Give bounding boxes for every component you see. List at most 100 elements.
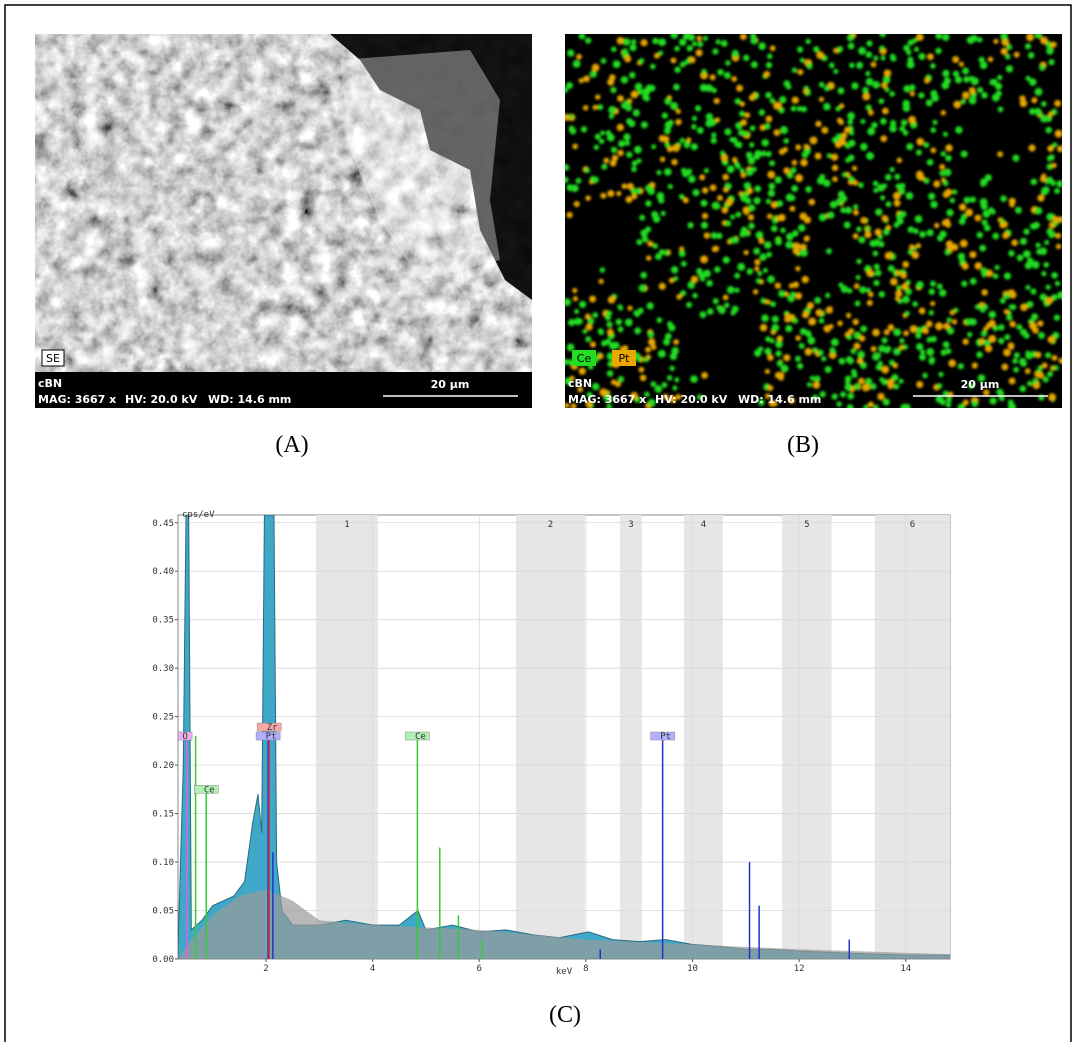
map-dot (805, 38, 811, 45)
map-dot (774, 176, 782, 184)
map-dot (623, 133, 631, 141)
map-dot (796, 362, 804, 370)
region (874, 515, 950, 959)
map-dot (663, 127, 671, 135)
map-dot (626, 151, 633, 158)
panel-label: (A) (275, 432, 308, 458)
map-dot (882, 75, 891, 84)
map-dot (639, 214, 646, 221)
map-dot (1025, 284, 1031, 291)
map-dot (745, 168, 754, 176)
map-dot (925, 99, 933, 107)
map-dot (694, 105, 702, 112)
map-dot (890, 119, 897, 127)
map-dot (673, 83, 680, 91)
map-dot (580, 126, 588, 133)
map-dot (634, 82, 643, 91)
map-dot (904, 288, 912, 296)
map-dot (987, 56, 994, 63)
map-dot (652, 37, 659, 45)
map-dot (1028, 108, 1036, 115)
map-dot (789, 205, 796, 212)
map-dot (1034, 107, 1042, 115)
map-dot (981, 289, 988, 296)
map-dot (700, 221, 709, 229)
map-dot (1000, 47, 1008, 55)
scale-label: 20 µm (961, 378, 1000, 391)
map-dot (1006, 314, 1013, 321)
map-dot (792, 281, 800, 288)
map-dot (993, 38, 999, 44)
map-dot (566, 184, 574, 192)
map-dot (1020, 328, 1028, 337)
map-dot (579, 300, 587, 309)
map-dot (1034, 87, 1043, 96)
map-dot (780, 364, 789, 373)
map-dot (630, 391, 638, 400)
map-dot (1047, 335, 1056, 344)
map-dot (754, 259, 761, 266)
map-dot (779, 95, 787, 104)
map-dot (757, 270, 763, 277)
map-dot (754, 266, 760, 272)
map-dot (674, 377, 680, 383)
map-dot (862, 92, 871, 101)
map-dot (849, 62, 855, 69)
map-dot (734, 98, 741, 105)
map-dot (597, 104, 604, 111)
map-dot (957, 363, 964, 370)
map-dot (739, 101, 745, 107)
map-dot (1034, 34, 1043, 39)
map-dot (724, 128, 732, 136)
map-dot (982, 304, 989, 310)
map-dot (663, 338, 671, 346)
map-dot (881, 82, 888, 89)
map-dot (932, 119, 938, 125)
map-dot (1013, 51, 1020, 58)
map-dot (1001, 363, 1009, 371)
map-dot (814, 375, 821, 382)
map-dot (696, 35, 702, 41)
map-dot (664, 141, 671, 148)
map-dot (962, 67, 970, 75)
map-dot (680, 260, 687, 267)
map-dot (806, 302, 814, 310)
map-dot (893, 383, 900, 390)
map-dot (591, 382, 600, 391)
map-dot (615, 381, 621, 388)
map-dot (852, 233, 859, 240)
map-dot (899, 210, 907, 218)
element-tag (177, 731, 193, 741)
map-dot (730, 214, 736, 220)
map-dot (747, 157, 756, 165)
map-dot (797, 69, 804, 76)
map-dot (815, 120, 822, 128)
map-dot (565, 113, 571, 122)
map-dot (838, 357, 846, 365)
map-dot (803, 235, 810, 242)
map-dot (638, 284, 647, 293)
map-dot (843, 221, 851, 229)
map-dot (823, 102, 831, 111)
map-dot (969, 196, 977, 203)
map-dot (1034, 206, 1043, 215)
map-dot (622, 38, 631, 46)
map-dot (952, 70, 960, 77)
map-dot (615, 318, 623, 326)
map-dot (926, 158, 934, 166)
map-dot (794, 292, 803, 300)
map-dot (769, 97, 776, 104)
map-dot (803, 143, 809, 150)
map-dot (847, 392, 855, 400)
map-dot (585, 336, 592, 343)
map-dot (877, 392, 885, 401)
map-dot (925, 320, 933, 328)
map-dot (679, 61, 686, 68)
map-dot (959, 239, 968, 248)
map-dot (847, 357, 854, 365)
map-dot (600, 192, 607, 199)
map-dot (776, 335, 784, 342)
map-dot (591, 63, 600, 72)
map-dot (611, 154, 619, 162)
map-dot (873, 187, 879, 193)
